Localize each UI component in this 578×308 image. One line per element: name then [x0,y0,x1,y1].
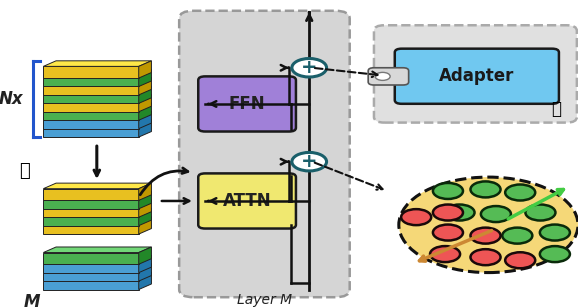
Polygon shape [139,200,151,217]
Polygon shape [43,78,151,83]
Polygon shape [139,247,151,264]
Circle shape [470,228,501,244]
FancyBboxPatch shape [198,173,296,229]
Polygon shape [43,108,139,120]
Polygon shape [43,66,139,78]
Text: FFN: FFN [229,95,265,113]
Polygon shape [43,278,139,290]
Circle shape [433,225,463,241]
Polygon shape [43,214,139,226]
Circle shape [470,181,501,197]
FancyBboxPatch shape [198,76,296,132]
Polygon shape [139,255,151,273]
Circle shape [444,205,475,221]
Text: +: + [301,58,317,77]
Circle shape [292,152,327,171]
FancyBboxPatch shape [179,11,350,297]
Circle shape [433,183,463,199]
Text: M: M [24,293,40,308]
Polygon shape [139,111,151,129]
Polygon shape [43,120,151,125]
Polygon shape [139,264,151,281]
Polygon shape [43,222,139,234]
Polygon shape [43,192,151,197]
Circle shape [375,72,390,80]
Polygon shape [139,86,151,103]
Polygon shape [43,117,139,129]
Polygon shape [43,205,139,217]
Polygon shape [139,95,151,112]
Polygon shape [139,192,151,209]
Polygon shape [139,103,151,120]
Polygon shape [43,83,139,95]
Polygon shape [43,61,151,66]
Text: Adapter: Adapter [439,67,514,85]
Polygon shape [139,183,151,201]
Polygon shape [43,253,139,264]
Circle shape [540,246,570,262]
Polygon shape [43,209,151,214]
Circle shape [525,205,555,221]
Polygon shape [139,209,151,226]
Polygon shape [43,125,139,137]
Polygon shape [43,86,151,92]
Polygon shape [43,264,151,270]
Polygon shape [139,120,151,137]
Polygon shape [43,217,151,222]
Polygon shape [43,247,151,253]
Polygon shape [43,111,151,117]
Polygon shape [43,75,139,87]
Polygon shape [43,100,139,112]
Polygon shape [43,183,151,189]
Polygon shape [43,95,151,100]
Polygon shape [43,197,139,209]
Polygon shape [43,200,151,205]
Polygon shape [139,61,151,78]
Circle shape [401,209,431,225]
Circle shape [505,184,535,201]
Circle shape [292,59,327,77]
Text: ATTN: ATTN [223,192,272,210]
Circle shape [540,225,570,241]
Polygon shape [43,69,151,75]
Text: +: + [301,152,317,171]
FancyBboxPatch shape [395,49,559,104]
Polygon shape [139,272,151,290]
Circle shape [399,177,578,273]
Polygon shape [43,92,139,103]
FancyBboxPatch shape [368,68,409,85]
Circle shape [502,228,532,244]
Polygon shape [43,103,151,108]
Polygon shape [43,189,139,201]
Circle shape [505,252,535,268]
Circle shape [470,249,501,265]
Circle shape [481,206,511,222]
Polygon shape [139,78,151,95]
Circle shape [433,205,463,221]
Polygon shape [43,261,139,273]
Text: Nx: Nx [0,90,23,108]
Polygon shape [43,255,151,261]
Text: Layer M: Layer M [237,293,292,307]
Text: 🔬: 🔬 [19,162,29,180]
Circle shape [430,246,460,262]
FancyBboxPatch shape [374,25,577,123]
Polygon shape [139,69,151,87]
Polygon shape [43,270,139,281]
Polygon shape [139,217,151,234]
Text: 🔥: 🔥 [551,100,562,118]
Polygon shape [43,272,151,278]
